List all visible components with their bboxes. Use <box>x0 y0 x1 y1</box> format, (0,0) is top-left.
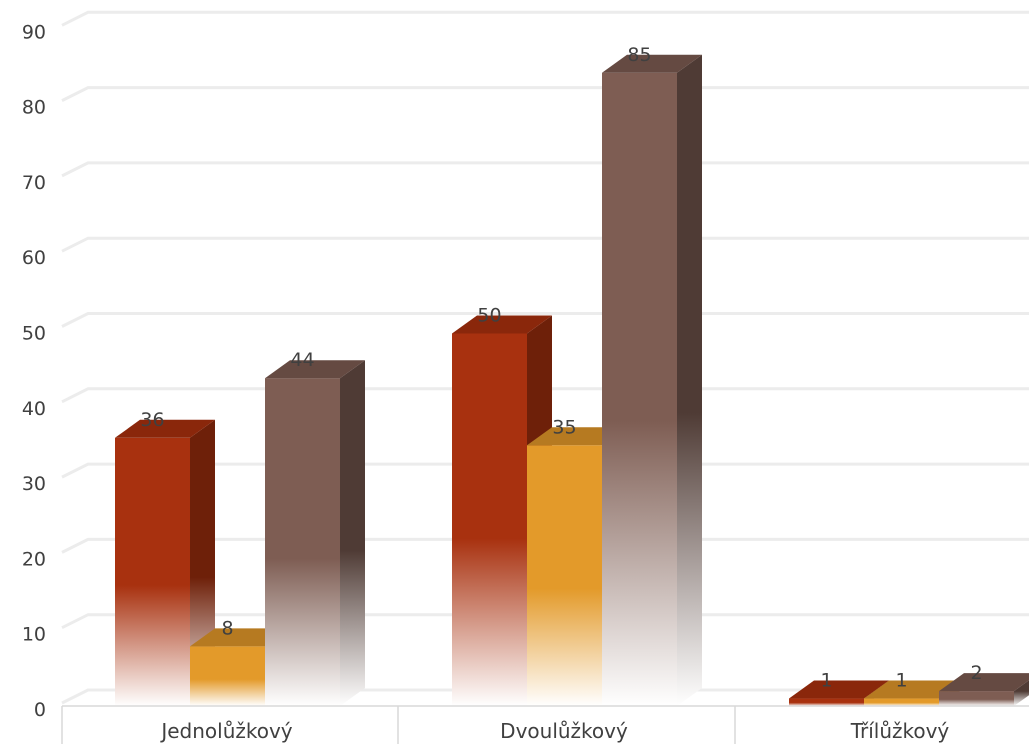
data-label: 36 <box>140 409 164 431</box>
bar-front <box>452 333 527 706</box>
bar-top <box>939 673 1029 692</box>
y-tick-label: 40 <box>22 398 46 420</box>
data-label: 44 <box>290 349 314 371</box>
bar-top <box>452 315 552 334</box>
y-tick-label: 90 <box>22 21 46 43</box>
data-label: 1 <box>895 670 907 692</box>
bar-front <box>190 646 265 706</box>
bar-front <box>864 698 939 706</box>
x-category-label: Jednolůžkový <box>159 719 292 743</box>
bar-front <box>939 691 1014 706</box>
x-axis: Jednolůžkový Dvoulůžkový Třílůžkový <box>61 705 1029 744</box>
gridline-10 <box>61 613 1029 630</box>
y-tick-label: 30 <box>22 473 46 495</box>
bar-top <box>602 54 702 73</box>
data-label: 50 <box>477 305 501 327</box>
bar-Jednolůžkový-s2 <box>265 360 365 706</box>
bar-top <box>265 360 365 379</box>
gridline-30 <box>61 462 1029 479</box>
y-tick-label: 10 <box>22 624 46 646</box>
gridlines <box>61 10 1029 705</box>
bar-Třílůžkový-s2 <box>939 673 1029 706</box>
bar-front <box>789 698 864 706</box>
gridline-60 <box>61 236 1029 253</box>
gridline-20 <box>61 537 1029 554</box>
data-label: 1 <box>820 670 832 692</box>
y-tick-label: 0 <box>34 699 46 721</box>
bar-front <box>265 378 340 706</box>
bar-front <box>115 437 190 706</box>
bar-Dvoulůžkový-s2 <box>602 54 702 706</box>
bar-side <box>1014 680 1029 706</box>
y-tick-label: 50 <box>22 323 46 345</box>
gridline-40 <box>61 387 1029 404</box>
gridline-90 <box>61 10 1029 27</box>
bar-top <box>115 419 215 438</box>
data-labels: 36 8 44 50 35 85 1 1 2 <box>140 44 982 692</box>
bar-top <box>789 680 889 699</box>
bars <box>115 54 1029 706</box>
y-axis-ticks: 0 10 20 30 40 50 60 70 80 90 <box>22 21 46 721</box>
bar-front <box>527 445 602 706</box>
y-tick-label: 80 <box>22 97 46 119</box>
bar-side <box>677 54 702 706</box>
data-label: 35 <box>552 416 576 438</box>
x-category-label: Třílůžkový <box>850 719 950 743</box>
gridline-70 <box>61 161 1029 178</box>
bar-side <box>340 360 365 706</box>
data-label: 85 <box>627 44 651 66</box>
x-category-label: Dvoulůžkový <box>500 719 628 743</box>
gridline-50 <box>61 312 1029 328</box>
bar-front <box>602 72 677 706</box>
y-tick-label: 70 <box>22 172 46 194</box>
data-label: 8 <box>221 617 233 639</box>
data-label: 2 <box>970 662 982 684</box>
y-tick-label: 20 <box>22 548 46 570</box>
bar-Jednolůžkový-s0 <box>115 419 215 706</box>
y-tick-label: 60 <box>22 247 46 269</box>
gridline-80 <box>61 86 1029 102</box>
gridline-0 <box>61 688 1029 705</box>
